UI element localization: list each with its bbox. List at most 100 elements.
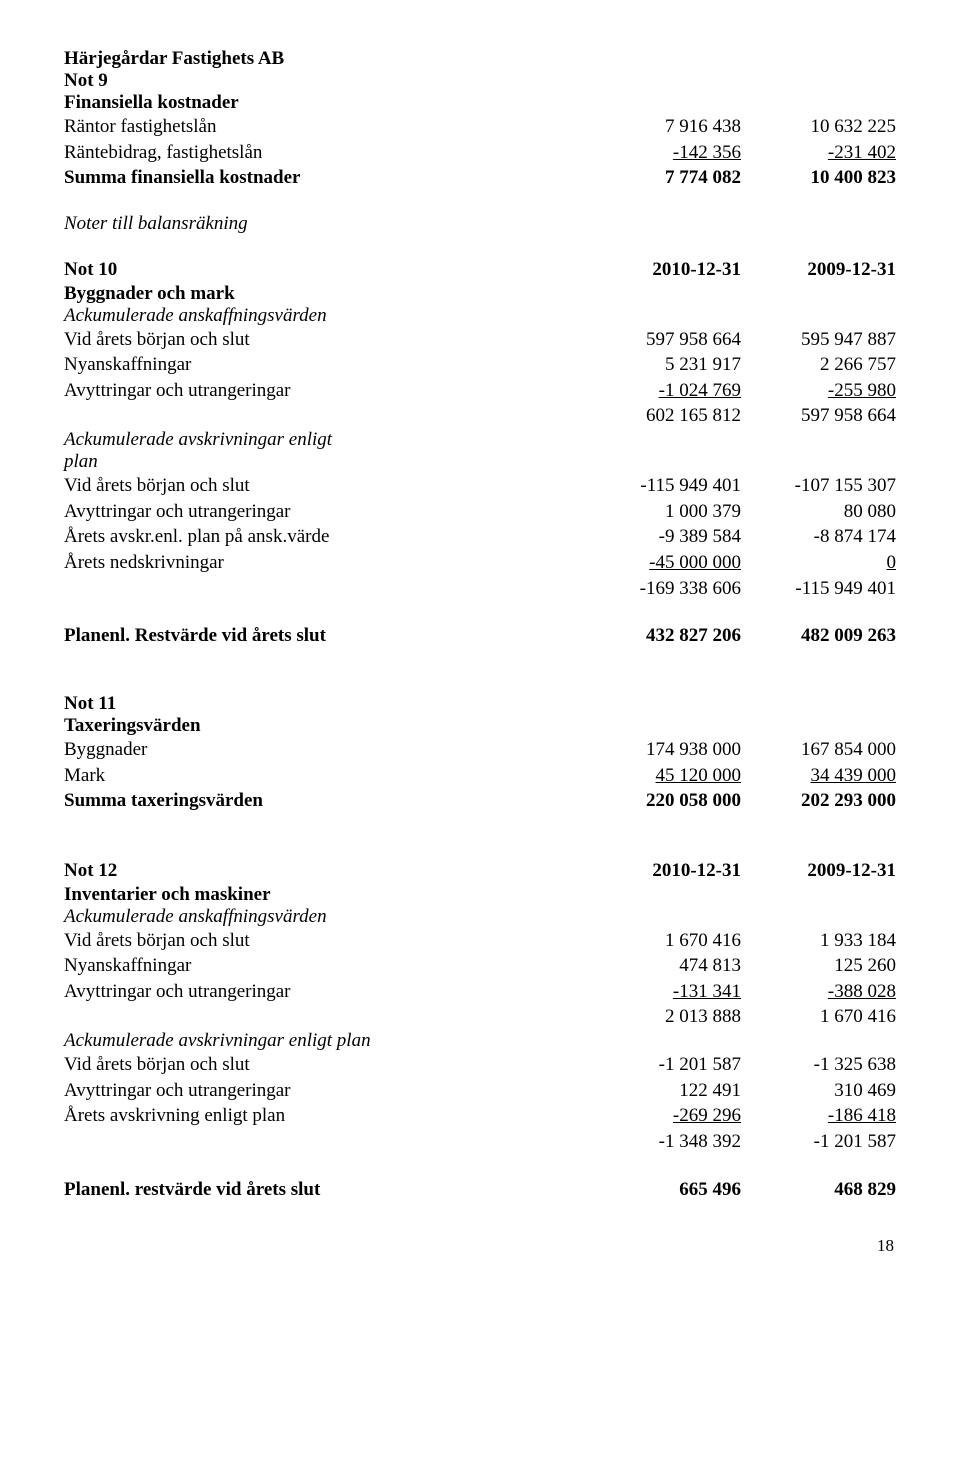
- not9-row-summa: Summa finansiella kostnader 7 774 082 10…: [64, 165, 896, 191]
- cell-label: [64, 403, 586, 429]
- noter-heading: Noter till balansräkning: [64, 213, 896, 235]
- not11-heading: Taxeringsvärden: [64, 715, 896, 737]
- cell-label: Planenl. restvärde vid årets slut: [64, 1177, 586, 1203]
- cell-label: Vid årets början och slut: [64, 928, 586, 954]
- not12-row-sum1: 2 013 888 1 670 416: [64, 1004, 896, 1030]
- cell-col1: -269 296: [586, 1103, 741, 1129]
- not10-ack-ansk: Ackumulerade anskaffningsvärden: [64, 305, 896, 327]
- not10-row-aretsavskr: Årets avskr.enl. plan på ansk.värde -9 3…: [64, 524, 896, 550]
- cell-label: Nyanskaffningar: [64, 953, 586, 979]
- not10-title-row: Not 10 2010-12-31 2009-12-31: [64, 257, 896, 283]
- not12-row-nyansk: Nyanskaffningar 474 813 125 260: [64, 953, 896, 979]
- not10-title: Not 10: [64, 257, 586, 283]
- cell-col1: 597 958 664: [586, 327, 741, 353]
- not10-row-vidborjan1: Vid årets början och slut 597 958 664 59…: [64, 327, 896, 353]
- not10-sec1-label: Byggnader och mark: [64, 283, 896, 305]
- cell-label: Planenl. Restvärde vid årets slut: [64, 623, 586, 649]
- cell-col2: 1 670 416: [741, 1004, 896, 1030]
- not9-title: Not 9: [64, 70, 896, 92]
- cell-label: Räntebidrag, fastighetslån: [64, 140, 586, 166]
- cell-col2: -388 028: [741, 979, 896, 1005]
- cell-col2: -1 325 638: [741, 1052, 896, 1078]
- not12-title: Not 12: [64, 858, 586, 884]
- not9-heading: Finansiella kostnader: [64, 92, 896, 114]
- not12-row-avyttr2: Avyttringar och utrangeringar 122 491 31…: [64, 1078, 896, 1104]
- page-number: 18: [64, 1236, 896, 1256]
- cell-label: Avyttringar och utrangeringar: [64, 1078, 586, 1104]
- cell-col2: -107 155 307: [741, 473, 896, 499]
- not12-heading: Inventarier och maskiner: [64, 884, 896, 906]
- not11-row-mark: Mark 45 120 000 34 439 000: [64, 763, 896, 789]
- not11-row-byggnader: Byggnader 174 938 000 167 854 000: [64, 737, 896, 763]
- cell-label: Summa finansiella kostnader: [64, 165, 586, 191]
- not12-row-aretsavskr: Årets avskrivning enligt plan -269 296 -…: [64, 1103, 896, 1129]
- cell-col1: -1 348 392: [586, 1129, 741, 1155]
- cell-col2: 125 260: [741, 953, 896, 979]
- cell-col2: -231 402: [741, 140, 896, 166]
- cell-label: Byggnader: [64, 737, 586, 763]
- not10-row-avyttr1: Avyttringar och utrangeringar -1 024 769…: [64, 378, 896, 404]
- cell-col1: 665 496: [586, 1177, 741, 1203]
- cell-col2: 10 632 225: [741, 114, 896, 140]
- cell-col1: 1 670 416: [586, 928, 741, 954]
- cell-col1: 45 120 000: [586, 763, 741, 789]
- cell-col1: -131 341: [586, 979, 741, 1005]
- cell-col2: -255 980: [741, 378, 896, 404]
- not12-ack-avskr: Ackumulerade avskrivningar enligt plan: [64, 1030, 896, 1052]
- not12-col1-head: 2010-12-31: [586, 858, 741, 884]
- not10-col1-head: 2010-12-31: [586, 257, 741, 283]
- not9-row-rantor: Räntor fastighetslån 7 916 438 10 632 22…: [64, 114, 896, 140]
- cell-col2: 202 293 000: [741, 788, 896, 814]
- cell-col1: 2 013 888: [586, 1004, 741, 1030]
- not10-row-sum2: -169 338 606 -115 949 401: [64, 576, 896, 602]
- not9-row-rantebidrag: Räntebidrag, fastighetslån -142 356 -231…: [64, 140, 896, 166]
- not10-row-vidborjan2: Vid årets början och slut -115 949 401 -…: [64, 473, 896, 499]
- cell-col2: -8 874 174: [741, 524, 896, 550]
- cell-col1: 7 916 438: [586, 114, 741, 140]
- not12-row-vidborjan2: Vid årets början och slut -1 201 587 -1 …: [64, 1052, 896, 1078]
- cell-col1: 432 827 206: [586, 623, 741, 649]
- cell-col2: -115 949 401: [741, 576, 896, 602]
- cell-label: Vid årets början och slut: [64, 327, 586, 353]
- cell-col1: -1 024 769: [586, 378, 741, 404]
- cell-col2: 595 947 887: [741, 327, 896, 353]
- not10-row-aretsnedskr: Årets nedskrivningar -45 000 000 0: [64, 550, 896, 576]
- not12-ack-ansk: Ackumulerade anskaffningsvärden: [64, 906, 896, 928]
- cell-col1: -142 356: [586, 140, 741, 166]
- cell-label: [64, 576, 586, 602]
- cell-col2: 1 933 184: [741, 928, 896, 954]
- not12-title-row: Not 12 2010-12-31 2009-12-31: [64, 858, 896, 884]
- not10-row-planenl: Planenl. Restvärde vid årets slut 432 82…: [64, 623, 896, 649]
- cell-label: Vid årets början och slut: [64, 473, 586, 499]
- not10-ack-avskr-l1: Ackumulerade avskrivningar enligt: [64, 429, 896, 451]
- cell-col2: 34 439 000: [741, 763, 896, 789]
- cell-col2: 167 854 000: [741, 737, 896, 763]
- cell-label: [64, 1004, 586, 1030]
- cell-label: Avyttringar och utrangeringar: [64, 378, 586, 404]
- not12-row-avyttr1: Avyttringar och utrangeringar -131 341 -…: [64, 979, 896, 1005]
- not10-row-sum1: 602 165 812 597 958 664: [64, 403, 896, 429]
- cell-label: Räntor fastighetslån: [64, 114, 586, 140]
- not12-row-planenl: Planenl. restvärde vid årets slut 665 49…: [64, 1177, 896, 1203]
- cell-label: Nyanskaffningar: [64, 352, 586, 378]
- not10-row-nyansk: Nyanskaffningar 5 231 917 2 266 757: [64, 352, 896, 378]
- cell-label: Årets avskr.enl. plan på ansk.värde: [64, 524, 586, 550]
- cell-col2: 0: [741, 550, 896, 576]
- cell-col1: 1 000 379: [586, 499, 741, 525]
- cell-col2: -1 201 587: [741, 1129, 896, 1155]
- cell-label: Avyttringar och utrangeringar: [64, 979, 586, 1005]
- cell-label: Vid årets början och slut: [64, 1052, 586, 1078]
- cell-col1: -45 000 000: [586, 550, 741, 576]
- cell-label: Summa taxeringsvärden: [64, 788, 586, 814]
- not11-row-summa: Summa taxeringsvärden 220 058 000 202 29…: [64, 788, 896, 814]
- cell-col2: 2 266 757: [741, 352, 896, 378]
- not12-row-vidborjan1: Vid årets början och slut 1 670 416 1 93…: [64, 928, 896, 954]
- cell-col1: -1 201 587: [586, 1052, 741, 1078]
- cell-col2: 10 400 823: [741, 165, 896, 191]
- cell-col2: 597 958 664: [741, 403, 896, 429]
- cell-label: Årets nedskrivningar: [64, 550, 586, 576]
- cell-col2: 468 829: [741, 1177, 896, 1203]
- cell-col1: -115 949 401: [586, 473, 741, 499]
- cell-col2: -186 418: [741, 1103, 896, 1129]
- cell-col1: 474 813: [586, 953, 741, 979]
